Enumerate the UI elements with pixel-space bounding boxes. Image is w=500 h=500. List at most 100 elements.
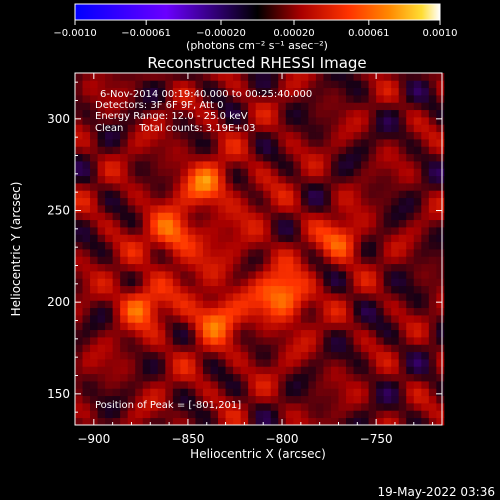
heatmap-cell <box>300 131 309 140</box>
heatmap-cell <box>255 322 264 331</box>
heatmap-cell <box>368 395 377 404</box>
heatmap-cell <box>391 307 400 316</box>
heatmap-cell <box>368 234 377 243</box>
heatmap-cell <box>270 205 279 213</box>
heatmap-cell <box>187 219 196 228</box>
heatmap-cell <box>225 175 234 184</box>
heatmap-cell <box>398 117 407 125</box>
heatmap-cell <box>120 131 129 140</box>
heatmap-cell <box>150 285 159 294</box>
heatmap-cell <box>421 234 430 243</box>
heatmap-cell <box>225 102 234 111</box>
heatmap-cell <box>97 234 106 243</box>
heatmap-cell <box>142 146 151 155</box>
heatmap-cell <box>406 131 415 140</box>
heatmap-cell <box>240 227 249 235</box>
heatmap-cell <box>142 344 151 353</box>
heatmap-cell <box>187 249 196 257</box>
heatmap-cell <box>150 359 159 367</box>
heatmap-cell <box>353 322 362 331</box>
heatmap-cell <box>157 285 166 294</box>
heatmap-cell <box>150 271 159 279</box>
heatmap-cell <box>263 205 272 213</box>
heatmap-cell <box>398 263 407 272</box>
heatmap-cell <box>278 117 287 125</box>
heatmap-cell <box>218 300 226 309</box>
heatmap-cell <box>391 366 400 375</box>
heatmap-cell <box>172 183 181 191</box>
heatmap-cell <box>255 359 264 367</box>
heatmap-cell <box>436 73 445 81</box>
heatmap-cell <box>218 175 226 184</box>
heatmap-cell <box>97 388 106 397</box>
heatmap-cell <box>210 87 219 96</box>
heatmap-cell <box>195 285 204 294</box>
heatmap-cell <box>187 351 196 360</box>
heatmap-cell <box>293 329 302 338</box>
heatmap-cell <box>127 212 136 221</box>
heatmap-cell <box>278 395 287 404</box>
heatmap-cell <box>428 95 437 103</box>
heatmap-cell <box>255 109 264 118</box>
heatmap-cell <box>391 329 400 338</box>
heatmap-cell <box>323 322 332 331</box>
heatmap-cell <box>233 153 242 162</box>
heatmap-cell <box>233 315 242 323</box>
heatmap-cell <box>157 212 166 221</box>
heatmap-cell <box>436 410 445 419</box>
heatmap-cell <box>82 403 91 411</box>
heatmap-cell <box>285 95 294 103</box>
heatmap-cell <box>195 344 204 353</box>
heatmap-cell <box>315 256 324 265</box>
heatmap-cell <box>270 249 279 257</box>
heatmap-cell <box>361 95 369 103</box>
heatmap-cell <box>406 271 415 279</box>
heatmap-cell <box>338 161 347 169</box>
heatmap-cell <box>105 95 114 103</box>
heatmap-cell <box>187 212 196 221</box>
heatmap-cell <box>165 322 174 331</box>
heatmap-cell <box>421 168 430 177</box>
heatmap-cell <box>225 417 234 426</box>
heatmap-cell <box>353 124 362 133</box>
heatmap-cell <box>225 131 234 140</box>
heatmap-cell <box>248 366 257 375</box>
heatmap-cell <box>233 87 242 96</box>
heatmap-cell <box>105 197 114 206</box>
heatmap-cell <box>172 300 181 309</box>
heatmap-cell <box>142 197 151 206</box>
heatmap-cell <box>210 168 219 177</box>
heatmap-cell <box>233 190 242 199</box>
heatmap-cell <box>165 227 174 235</box>
heatmap-cell <box>180 388 189 397</box>
heatmap-cell <box>436 315 445 323</box>
heatmap-cell <box>436 161 445 169</box>
heatmap-cell <box>187 337 196 345</box>
heatmap-cell <box>368 205 377 213</box>
heatmap-cell <box>406 124 415 133</box>
heatmap-cell <box>255 205 264 213</box>
heatmap-cell <box>112 322 121 331</box>
heatmap-cell <box>285 366 294 375</box>
heatmap-cell <box>157 190 166 199</box>
heatmap-cell <box>233 256 242 265</box>
heatmap-cell <box>112 249 121 257</box>
heatmap-cell <box>127 117 136 125</box>
heatmap-cell <box>75 73 83 81</box>
heatmap-cell <box>376 153 385 162</box>
heatmap-cell <box>142 153 151 162</box>
heatmap-cell <box>248 117 257 125</box>
heatmap-cell <box>240 315 249 323</box>
heatmap-cell <box>346 278 354 287</box>
heatmap-cell <box>180 212 189 221</box>
heatmap-cell <box>383 95 392 103</box>
heatmap-cell <box>330 161 339 169</box>
heatmap-cell <box>406 388 415 397</box>
heatmap-cell <box>90 212 98 221</box>
heatmap-cell <box>413 381 422 389</box>
heatmap-cell <box>376 219 385 228</box>
heatmap-cell <box>376 263 385 272</box>
heatmap-cell <box>315 329 324 338</box>
heatmap-cell <box>263 263 272 272</box>
heatmap-cell <box>376 271 385 279</box>
